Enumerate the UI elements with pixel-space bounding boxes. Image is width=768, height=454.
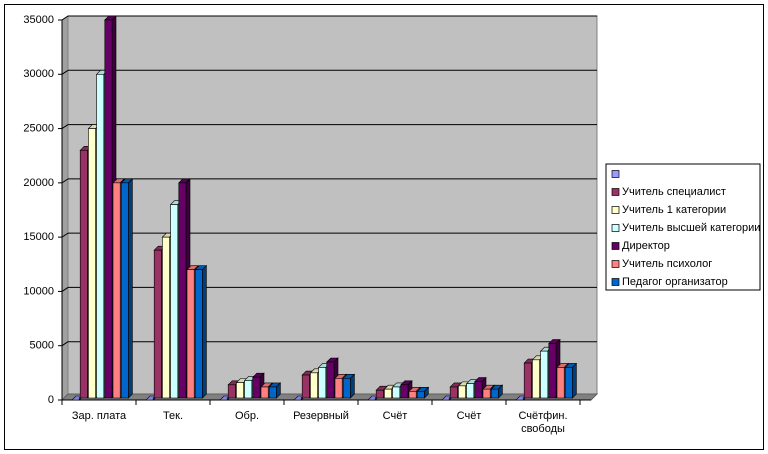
bar-front	[400, 384, 409, 399]
grid-line	[61, 341, 69, 347]
bar-front	[236, 382, 244, 399]
bar-front	[88, 128, 96, 399]
legend-swatch	[611, 260, 620, 268]
bar-side	[572, 362, 577, 399]
y-tick-label: 35000	[23, 14, 54, 26]
bar-front	[523, 362, 532, 399]
legend-label: Учитель психолог	[622, 258, 712, 270]
bar-front	[482, 388, 491, 399]
bar-front	[104, 19, 113, 399]
bar-front	[375, 389, 384, 399]
back-wall	[67, 15, 598, 395]
bar-front	[96, 73, 105, 399]
bar-front	[490, 388, 499, 399]
bar-front	[227, 384, 236, 399]
bar	[564, 362, 578, 399]
bar	[416, 386, 430, 399]
y-tick-label: 20000	[23, 177, 54, 189]
x-tick-label: Счётфин. свободы	[518, 410, 568, 435]
bar-front	[556, 367, 565, 399]
bar-front	[268, 386, 277, 399]
bar-front	[260, 386, 269, 399]
y-tick-label: 15000	[23, 231, 54, 243]
bar-front	[170, 204, 179, 399]
bar-front	[408, 391, 417, 399]
x-tick-label: Резервный	[293, 410, 349, 422]
bar-front	[301, 374, 310, 399]
bar-front	[120, 182, 129, 399]
x-tick-label: Тек.	[162, 410, 184, 422]
grid-line	[61, 287, 69, 292]
y-tick-label: 5000	[30, 340, 54, 352]
y-tick-label: 10000	[23, 285, 54, 297]
bar-front	[548, 343, 557, 399]
bar	[490, 384, 504, 399]
grid-line	[61, 69, 69, 75]
bar	[268, 382, 282, 399]
bar-front	[153, 249, 162, 399]
bar-front	[458, 385, 466, 399]
bar-side	[128, 178, 133, 399]
bar-front	[244, 380, 253, 399]
x-tick-label: Зар. плата	[71, 410, 127, 422]
bar-front	[474, 381, 483, 399]
y-tick-label: 30000	[23, 68, 54, 80]
bar-front	[194, 269, 203, 399]
legend-swatch	[611, 170, 620, 178]
y-tick-label: 25000	[23, 122, 54, 134]
legend-swatch	[611, 206, 620, 214]
bar-front	[384, 388, 392, 399]
bar-front	[326, 361, 335, 399]
legend-swatch	[611, 224, 620, 232]
legend-label: Учитель высшей категории	[622, 222, 760, 234]
bar-front	[392, 386, 401, 399]
legend-box	[605, 163, 761, 291]
legend-swatch	[611, 242, 620, 250]
legend-label: Педагог организатор	[622, 276, 728, 288]
bar-front	[310, 372, 318, 399]
legend-swatch	[611, 188, 620, 196]
bar-front	[342, 377, 351, 399]
legend-label: Директор	[622, 240, 670, 252]
bar	[120, 178, 134, 399]
bar-front	[466, 383, 475, 399]
bar-front	[449, 386, 458, 399]
grid-line	[61, 15, 69, 21]
bar-side	[350, 373, 355, 399]
x-tick-label: Обр.	[234, 410, 260, 422]
bar-front	[252, 376, 261, 399]
bar	[194, 264, 208, 399]
legend-label: Учитель специалист	[622, 186, 726, 198]
x-tick-label: Счёт	[456, 410, 482, 422]
bar-side	[202, 264, 207, 399]
bar-front	[532, 359, 540, 399]
bar-front	[540, 350, 549, 399]
bar-front	[186, 269, 195, 399]
y-tick-label: 0	[48, 394, 54, 406]
bar-front	[79, 149, 88, 399]
bar	[342, 373, 356, 399]
bar-front	[318, 367, 327, 399]
legend-swatch	[611, 278, 620, 286]
grid-line	[61, 124, 69, 129]
bar-front	[178, 182, 187, 399]
grid-line	[61, 232, 69, 238]
bar-front	[564, 367, 573, 399]
bar-front	[112, 182, 121, 399]
grid-line	[61, 178, 69, 184]
bar-front	[334, 377, 343, 399]
x-tick-label: Счёт	[382, 410, 408, 422]
legend-label: Учитель 1 категории	[622, 204, 726, 216]
bar-front	[416, 391, 425, 399]
bar-front	[162, 236, 170, 399]
